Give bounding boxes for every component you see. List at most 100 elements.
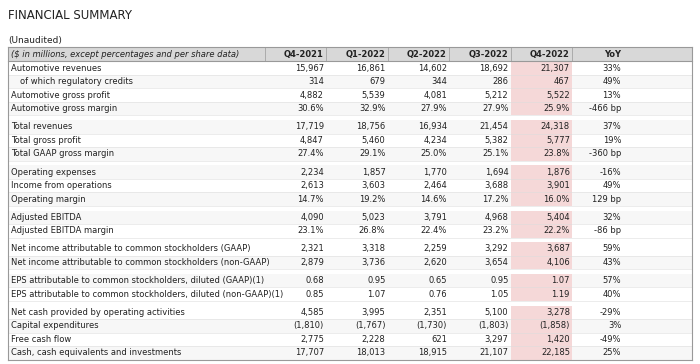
Text: 23.2%: 23.2% xyxy=(482,226,508,235)
Text: 5,382: 5,382 xyxy=(484,136,508,145)
Text: (1,810): (1,810) xyxy=(294,321,324,331)
Text: 1.07: 1.07 xyxy=(367,290,386,299)
Text: 344: 344 xyxy=(431,77,447,86)
Text: 22.2%: 22.2% xyxy=(544,226,570,235)
Text: 679: 679 xyxy=(370,77,386,86)
Text: 21,307: 21,307 xyxy=(541,64,570,73)
Text: 27.9%: 27.9% xyxy=(421,104,447,113)
Text: Automotive gross profit: Automotive gross profit xyxy=(11,91,110,100)
Text: YoY: YoY xyxy=(604,50,621,59)
Text: 1,694: 1,694 xyxy=(484,167,508,177)
Text: 25.0%: 25.0% xyxy=(421,149,447,158)
Text: Income from operations: Income from operations xyxy=(11,181,112,190)
Text: 5,404: 5,404 xyxy=(546,213,570,222)
Text: 621: 621 xyxy=(431,335,447,344)
Text: 3,292: 3,292 xyxy=(484,245,508,253)
Text: 19%: 19% xyxy=(603,136,621,145)
Text: 3,278: 3,278 xyxy=(546,308,570,317)
Text: 2,321: 2,321 xyxy=(300,245,324,253)
Text: 0.68: 0.68 xyxy=(305,276,324,285)
Text: -466 bp: -466 bp xyxy=(589,104,621,113)
Text: 4,847: 4,847 xyxy=(300,136,324,145)
Text: 5,522: 5,522 xyxy=(546,91,570,100)
Text: 25%: 25% xyxy=(603,348,621,357)
Text: Total gross profit: Total gross profit xyxy=(11,136,81,145)
Text: 5,777: 5,777 xyxy=(546,136,570,145)
Text: 2,879: 2,879 xyxy=(300,258,324,267)
Text: (1,730): (1,730) xyxy=(416,321,447,331)
Text: 2,775: 2,775 xyxy=(300,335,324,344)
Text: 4,234: 4,234 xyxy=(424,136,447,145)
Text: 13%: 13% xyxy=(603,91,621,100)
Text: 0.95: 0.95 xyxy=(367,276,386,285)
Text: 0.76: 0.76 xyxy=(428,290,447,299)
Text: 24,318: 24,318 xyxy=(541,122,570,131)
Text: FINANCIAL SUMMARY: FINANCIAL SUMMARY xyxy=(8,9,132,22)
Text: Operating margin: Operating margin xyxy=(11,195,86,203)
Text: 57%: 57% xyxy=(603,276,621,285)
Text: -16%: -16% xyxy=(600,167,621,177)
Text: Total revenues: Total revenues xyxy=(11,122,73,131)
Text: 5,460: 5,460 xyxy=(362,136,386,145)
Text: 3,901: 3,901 xyxy=(546,181,570,190)
Text: 1,876: 1,876 xyxy=(546,167,570,177)
Text: Free cash flow: Free cash flow xyxy=(11,335,71,344)
Text: 3,791: 3,791 xyxy=(423,213,447,222)
Text: Q3-2022: Q3-2022 xyxy=(469,50,508,59)
Text: Net income attributable to common stockholders (non-GAAP): Net income attributable to common stockh… xyxy=(11,258,270,267)
Text: 25.9%: 25.9% xyxy=(544,104,570,113)
Text: Q4-2022: Q4-2022 xyxy=(530,50,570,59)
Text: 16,861: 16,861 xyxy=(356,64,386,73)
Text: 1.07: 1.07 xyxy=(552,276,570,285)
Text: 49%: 49% xyxy=(603,77,621,86)
Text: 30.6%: 30.6% xyxy=(298,104,324,113)
Text: 4,090: 4,090 xyxy=(300,213,324,222)
Text: 22,185: 22,185 xyxy=(541,348,570,357)
Text: 17,719: 17,719 xyxy=(295,122,324,131)
Text: 3,736: 3,736 xyxy=(361,258,386,267)
Text: 2,259: 2,259 xyxy=(424,245,447,253)
Text: 3,687: 3,687 xyxy=(546,245,570,253)
Text: (1,767): (1,767) xyxy=(355,321,386,331)
Text: 4,968: 4,968 xyxy=(484,213,508,222)
Text: Adjusted EBITDA: Adjusted EBITDA xyxy=(11,213,82,222)
Text: 26.8%: 26.8% xyxy=(359,226,386,235)
Text: Net income attributable to common stockholders (GAAP): Net income attributable to common stockh… xyxy=(11,245,251,253)
Text: 15,967: 15,967 xyxy=(295,64,324,73)
Text: Cash, cash equivalents and investments: Cash, cash equivalents and investments xyxy=(11,348,181,357)
Text: Automotive revenues: Automotive revenues xyxy=(11,64,102,73)
Text: 19.2%: 19.2% xyxy=(359,195,386,203)
Text: 49%: 49% xyxy=(603,181,621,190)
Text: Q2-2022: Q2-2022 xyxy=(407,50,447,59)
Text: 4,106: 4,106 xyxy=(546,258,570,267)
Text: 18,692: 18,692 xyxy=(480,64,508,73)
Text: 3%: 3% xyxy=(608,321,621,331)
Text: 314: 314 xyxy=(308,77,324,86)
Text: -49%: -49% xyxy=(600,335,621,344)
Text: 3,603: 3,603 xyxy=(361,181,386,190)
Text: -86 bp: -86 bp xyxy=(594,226,621,235)
Text: 27.4%: 27.4% xyxy=(298,149,324,158)
Text: 1.05: 1.05 xyxy=(490,290,508,299)
Text: 40%: 40% xyxy=(603,290,621,299)
Text: 17.2%: 17.2% xyxy=(482,195,508,203)
Text: 2,234: 2,234 xyxy=(300,167,324,177)
Text: 32.9%: 32.9% xyxy=(359,104,386,113)
Text: -360 bp: -360 bp xyxy=(589,149,621,158)
Text: (Unaudited): (Unaudited) xyxy=(8,36,62,46)
Text: 21,107: 21,107 xyxy=(480,348,508,357)
Text: 0.85: 0.85 xyxy=(305,290,324,299)
Text: 1,770: 1,770 xyxy=(423,167,447,177)
Text: 18,756: 18,756 xyxy=(356,122,386,131)
Text: 5,023: 5,023 xyxy=(362,213,386,222)
Text: 29.1%: 29.1% xyxy=(359,149,386,158)
Text: 23.8%: 23.8% xyxy=(543,149,570,158)
Text: EPS attributable to common stockholders, diluted (GAAP)(1): EPS attributable to common stockholders,… xyxy=(11,276,265,285)
Text: 4,081: 4,081 xyxy=(424,91,447,100)
Text: 0.95: 0.95 xyxy=(490,276,508,285)
Text: 23.1%: 23.1% xyxy=(298,226,324,235)
Text: 3,995: 3,995 xyxy=(362,308,386,317)
Text: 1.19: 1.19 xyxy=(552,290,570,299)
Text: 5,539: 5,539 xyxy=(362,91,386,100)
Text: EPS attributable to common stockholders, diluted (non-GAAP)(1): EPS attributable to common stockholders,… xyxy=(11,290,284,299)
